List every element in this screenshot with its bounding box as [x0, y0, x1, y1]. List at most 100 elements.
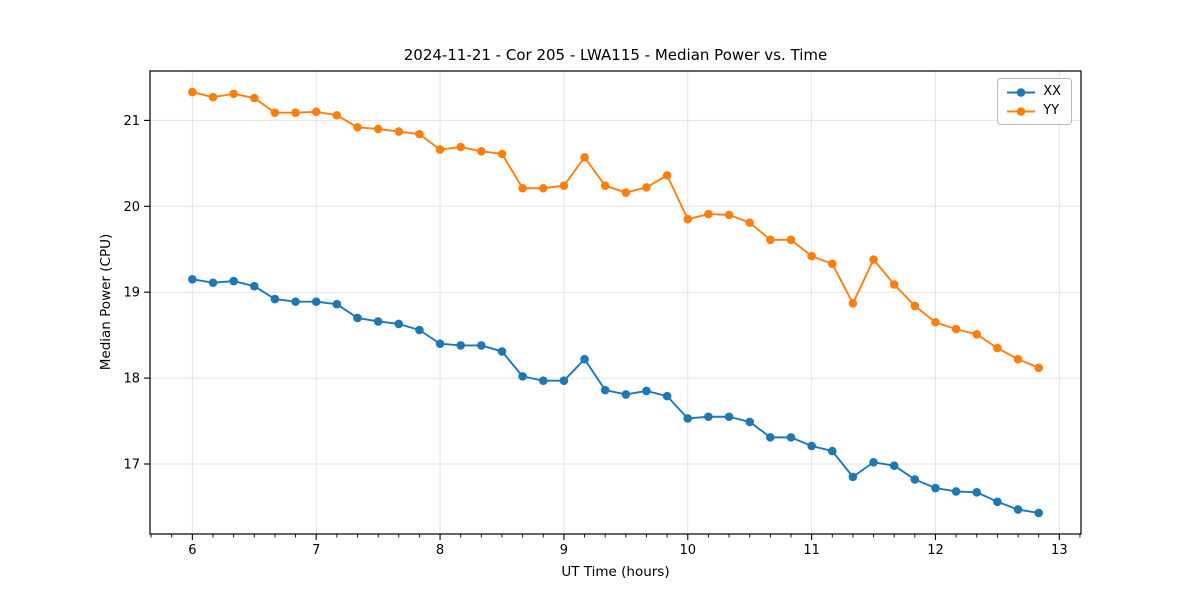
series-YY-marker [518, 183, 527, 193]
legend-swatch-YY [1007, 106, 1036, 116]
series-YY-marker [869, 255, 878, 264]
x-tick-label: 11 [803, 543, 820, 558]
series-YY-marker [270, 108, 280, 117]
series-XX-marker [993, 497, 1002, 507]
series-YY-line [192, 91, 1040, 369]
y-tick-label: 18 [123, 372, 140, 387]
series-XX-marker [394, 319, 404, 329]
series-XX-marker [435, 339, 445, 349]
series-XX-marker [477, 341, 486, 350]
series-XX-marker [972, 488, 982, 497]
series-XX-marker [910, 475, 920, 484]
series-XX-marker [188, 275, 197, 284]
series-XX-marker [827, 446, 837, 456]
y-tick-label: 20 [123, 200, 140, 215]
series-YY-marker [332, 110, 342, 120]
x-tick-label: 6 [188, 543, 196, 558]
x-tick-label: 9 [560, 543, 568, 558]
y-tick-label: 17 [123, 457, 140, 472]
series-YY-marker [1013, 354, 1023, 364]
series-YY-marker [848, 299, 858, 308]
series-YY-marker [353, 122, 362, 132]
y-axis-label: Median Power (CPU) [98, 233, 114, 371]
series-YY-marker [931, 317, 940, 327]
series-XX-marker [559, 376, 569, 385]
series-YY [188, 87, 1043, 373]
series-YY-marker [188, 87, 197, 97]
series-YY-marker [1034, 363, 1043, 373]
series-YY-marker [889, 280, 899, 289]
x-tick-label: 7 [312, 543, 320, 558]
series-XX-marker [704, 412, 713, 422]
series-XX-marker [745, 417, 754, 427]
x-tick-label: 13 [1051, 543, 1068, 558]
series-XX-marker [1034, 508, 1043, 518]
series-XX-marker [497, 347, 507, 356]
series-XX-marker [270, 294, 280, 304]
series-XX-marker [353, 313, 362, 323]
series-YY-marker [373, 124, 383, 134]
legend-swatch-XX [1007, 87, 1036, 97]
series-YY-marker [580, 153, 589, 162]
series-YY-marker [621, 188, 631, 197]
chart-title: 2024-11-21 - Cor 205 - LWA115 - Median P… [403, 46, 828, 64]
series-XX-marker [291, 297, 300, 306]
series-XX-marker [415, 325, 424, 335]
legend: XX YY [997, 78, 1072, 125]
series-XX-marker [869, 457, 878, 467]
legend-item-XX: XX [1006, 84, 1061, 100]
series-YY-marker [477, 147, 486, 156]
series-XX-marker [621, 390, 631, 399]
series-YY-marker [229, 89, 238, 99]
series-XX-marker [683, 414, 693, 423]
series-YY-marker [827, 259, 837, 269]
series-XX-marker [889, 461, 899, 471]
axis-ticks: 6 7 8 9 10 11 12 13 17 18 19 20 21 [123, 114, 1081, 558]
legend-item-label: YY [1043, 103, 1060, 118]
series-XX-marker [311, 297, 321, 306]
series-YY-marker [497, 149, 507, 159]
x-axis-label: UT Time (hours) [561, 564, 670, 580]
series-XX-marker [786, 433, 796, 442]
series-XX-marker [642, 386, 651, 396]
legend-item-YY: YY [1006, 103, 1061, 119]
series-XX-marker [807, 441, 816, 451]
series-YY-marker [208, 92, 218, 102]
series-YY-marker [249, 93, 259, 103]
series-YY-marker [600, 181, 610, 190]
series-XX-marker [580, 354, 589, 364]
series-YY-marker [559, 181, 569, 190]
series-YY-marker [311, 107, 321, 117]
series-YY-marker [910, 301, 920, 311]
series-XX-marker [538, 376, 548, 385]
series-YY-marker [456, 142, 466, 152]
series-XX-marker [456, 341, 466, 350]
gridlines [150, 71, 1081, 534]
series-XX-marker [931, 483, 940, 493]
series-YY-marker [704, 209, 713, 219]
series-YY-marker [786, 235, 796, 245]
series-YY-marker [993, 343, 1002, 353]
series-YY-marker [951, 324, 961, 334]
series-XX-marker [724, 412, 734, 422]
series-YY-marker [291, 108, 300, 117]
plot-spines [149, 70, 1082, 535]
series-YY-marker [662, 171, 672, 180]
series-XX [188, 275, 1043, 518]
x-tick-label: 10 [679, 543, 696, 558]
series-XX-marker [848, 472, 858, 482]
series-XX-marker [249, 281, 259, 291]
x-tick-label: 12 [927, 543, 944, 558]
series-YY-marker [724, 210, 734, 220]
series-XX-marker [518, 372, 527, 381]
series-XX-marker [332, 299, 342, 309]
series-XX-marker [1013, 505, 1023, 514]
series-YY-marker [683, 214, 693, 224]
series-YY-marker [415, 129, 424, 139]
y-tick-label: 21 [123, 114, 140, 129]
series-XX-marker [208, 278, 218, 288]
series-XX-marker [373, 317, 383, 326]
series-YY-marker [538, 183, 548, 193]
series-YY-marker [807, 251, 816, 261]
